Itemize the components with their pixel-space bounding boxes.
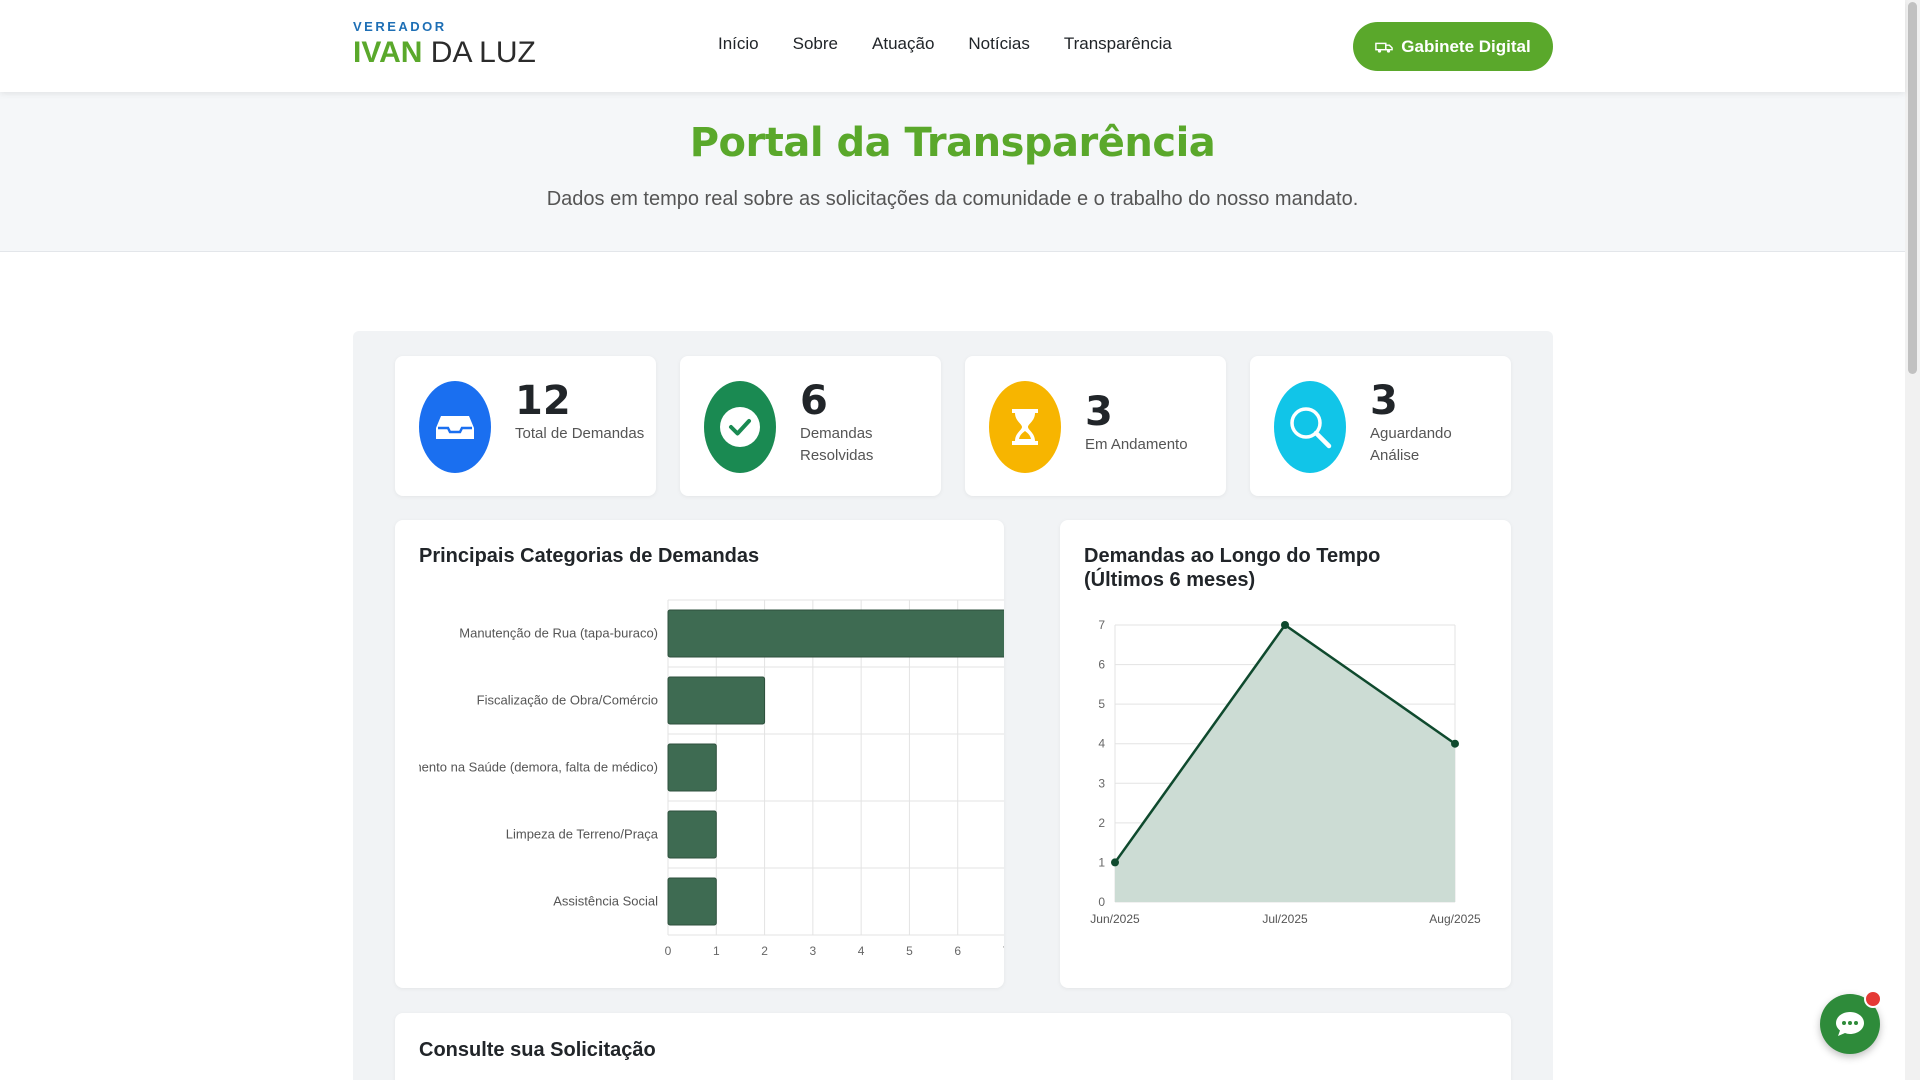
y-tick-label: 0 [1098, 895, 1105, 909]
y-tick-label: 2 [1098, 816, 1105, 830]
bar [667, 810, 717, 859]
x-tick-label: 3 [810, 944, 817, 958]
main-nav: Início Sobre Atuação Notícias Transparên… [718, 34, 1206, 54]
gabinete-digital-button[interactable]: Gabinete Digital [1353, 22, 1553, 71]
brand-last-name: DA LUZ [430, 36, 536, 69]
nav-item-inicio[interactable]: Início [718, 34, 759, 53]
x-tick-label: Jul/2025 [1262, 912, 1308, 926]
stat-label: Em Andamento [1085, 436, 1188, 453]
bar [667, 877, 717, 926]
category-label: Assistência Social [553, 894, 658, 909]
bar [667, 743, 717, 792]
nav-item-noticias[interactable]: Notícias [968, 34, 1030, 53]
stat-card-total: 12 Total de Demandas [395, 356, 656, 496]
category-label: Manutenção de Rua (tapa-buraco) [459, 626, 658, 641]
lookup-card: Consulte sua Solicitação [395, 1013, 1511, 1080]
categories-chart-card: Principais Categorias de Demandas 0 1 2 3 4 5… [395, 520, 1004, 988]
data-point [1281, 621, 1289, 629]
bar [667, 676, 766, 725]
x-tick-label: 1 [713, 944, 720, 958]
stat-card-pending: 3 Aguardando Análise [1250, 356, 1511, 496]
stat-label: Demandas Resolvidas [800, 425, 874, 464]
nav-item-sobre[interactable]: Sobre [792, 34, 839, 53]
y-tick-label: 5 [1098, 697, 1105, 711]
category-label: Fiscalização de Obra/Comércio [477, 693, 658, 708]
stat-value: 6 [800, 378, 828, 424]
nav-item-transparencia[interactable]: Transparência [1063, 34, 1172, 53]
data-point [1111, 858, 1119, 867]
stat-label: Total de Demandas [515, 425, 645, 442]
data-point [1451, 739, 1459, 748]
truck-icon [1375, 42, 1394, 53]
hero-section: Portal da Transparência Dados em tempo r… [0, 92, 1905, 252]
brand-first-name: IVAN [353, 36, 423, 69]
bar [667, 609, 1004, 658]
y-tick-label: 6 [1098, 658, 1105, 672]
x-tick-label: 7 [1003, 944, 1004, 958]
nav-item-atuacao[interactable]: Atuação [872, 34, 935, 53]
x-tick-label: Aug/2025 [1429, 912, 1481, 926]
stat-card-in-progress: 3 Em Andamento [965, 356, 1226, 496]
x-tick-label: 2 [761, 944, 768, 958]
timeline-chart-card: Demandas ao Longo do Tempo (Últimos 6 me… [1060, 520, 1511, 988]
scrollbar-thumb[interactable] [1908, 2, 1917, 374]
chat-icon [1836, 1012, 1864, 1036]
page-scrollbar[interactable] [1905, 0, 1920, 1080]
categories-chart-title: Principais Categorias de Demandas [419, 545, 760, 567]
x-tick-label: 6 [954, 944, 961, 958]
page-title: Portal da Transparência [689, 120, 1216, 166]
category-labels: Manutenção de Rua (tapa-buraco) Fiscaliza… [395, 626, 659, 909]
category-label: Atendimento na Saúde (demora, falta de m… [395, 760, 658, 775]
stat-value: 3 [1370, 378, 1398, 424]
lookup-title: Consulte sua Solicitação [419, 1039, 656, 1061]
categories-bar-chart: 0 1 2 3 4 5 6 7 Manutenção de Rua (tapa-buraco) F… [395, 599, 1004, 958]
page-subtitle: Dados em tempo real sobre as solicitaçõe… [546, 188, 1359, 210]
chat-button[interactable] [1820, 990, 1882, 1054]
check-icon [704, 381, 776, 473]
y-tick-label: 3 [1098, 776, 1105, 790]
timeline-area-chart: 0 1 2 3 4 5 6 7 Jun/2025 Jul/2025 Aug/2025 [1090, 618, 1481, 926]
notification-badge [1864, 990, 1882, 1008]
y-tick-label: 4 [1098, 737, 1105, 751]
dashboard-container: 12 Total de Demandas 6 Demandas Resolvid… [353, 331, 1553, 1080]
brand-logo[interactable]: VEREADOR IVAN DA LUZ [353, 19, 536, 70]
brand-name: IVAN DA LUZ [353, 36, 536, 70]
gabinete-digital-label: Gabinete Digital [1401, 36, 1531, 56]
timeline-chart-title: Demandas ao Longo do Tempo (Últimos 6 me… [1084, 545, 1381, 591]
x-tick-label: 0 [665, 944, 672, 958]
stat-value: 3 [1085, 389, 1113, 435]
x-tick-label: 5 [906, 944, 913, 958]
inbox-icon [419, 381, 491, 473]
stat-card-resolved: 6 Demandas Resolvidas [680, 356, 941, 496]
site-header: VEREADOR IVAN DA LUZ Início Sobre Atuaçã… [0, 0, 1905, 92]
hourglass-icon [989, 381, 1061, 473]
search-icon [1274, 381, 1346, 473]
x-tick-label: 4 [858, 944, 865, 958]
series-area [1115, 625, 1455, 902]
brand-kicker: VEREADOR [353, 19, 447, 34]
y-tick-label: 1 [1098, 855, 1105, 869]
stat-label: Aguardando Análise [1370, 425, 1452, 464]
y-tick-label: 7 [1098, 618, 1105, 632]
x-tick-label: Jun/2025 [1090, 912, 1140, 926]
stat-value: 12 [515, 378, 571, 424]
category-label: Limpeza de Terreno/Praça [506, 827, 659, 842]
